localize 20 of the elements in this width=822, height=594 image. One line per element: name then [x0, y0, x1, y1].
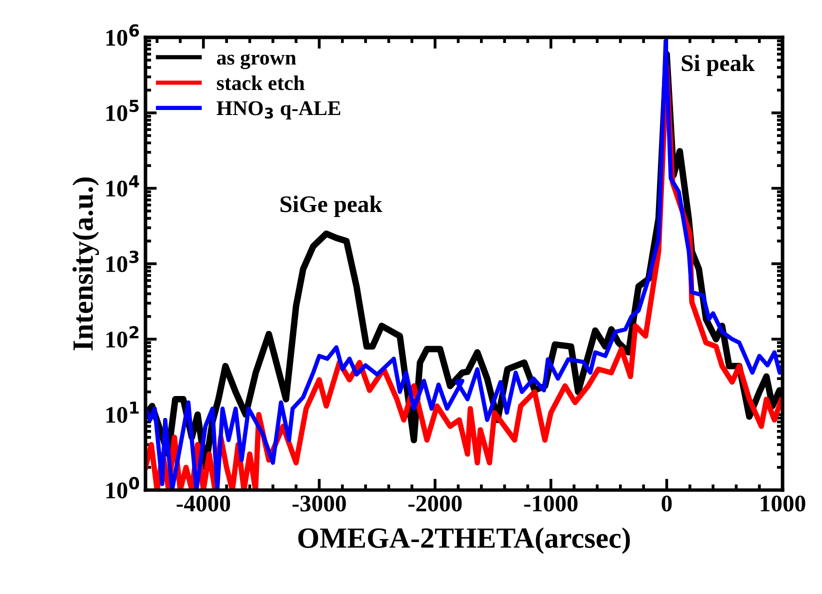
x-axis-title: OMEGA-2THETA(arcsec): [298, 527, 630, 554]
y-tick-label: 10$^{4}$: [106, 175, 140, 197]
y-tick-label: 10$^{3}$: [106, 250, 139, 272]
x-tick-label: -3000: [292, 496, 346, 512]
y-tick-label: 10$^{6}$: [106, 24, 139, 46]
y-tick-label: 10$^{0}$: [106, 476, 140, 498]
y-tick-label: 10$^{5}$: [106, 100, 139, 122]
legend-label: HNO$_{3}$ q-ALE: [216, 101, 340, 120]
y-tick-label: 10$^{2}$: [106, 326, 138, 348]
x-tick-label: -1000: [524, 496, 578, 512]
x-tick-label: -2000: [408, 496, 462, 512]
x-tick-label: 1000: [760, 496, 806, 512]
y-tick-label: 10$^{1}$: [106, 402, 139, 423]
annotation: SiGe peak: [280, 196, 382, 218]
x-tick-label: 0: [662, 496, 672, 512]
x-tick-label: -4000: [176, 496, 230, 512]
legend-label: stack etch: [216, 75, 305, 90]
y-axis-title: Intensity(a.u.): [72, 178, 99, 350]
annotation: Si peak: [682, 54, 755, 76]
legend-label: as grown: [217, 54, 296, 70]
